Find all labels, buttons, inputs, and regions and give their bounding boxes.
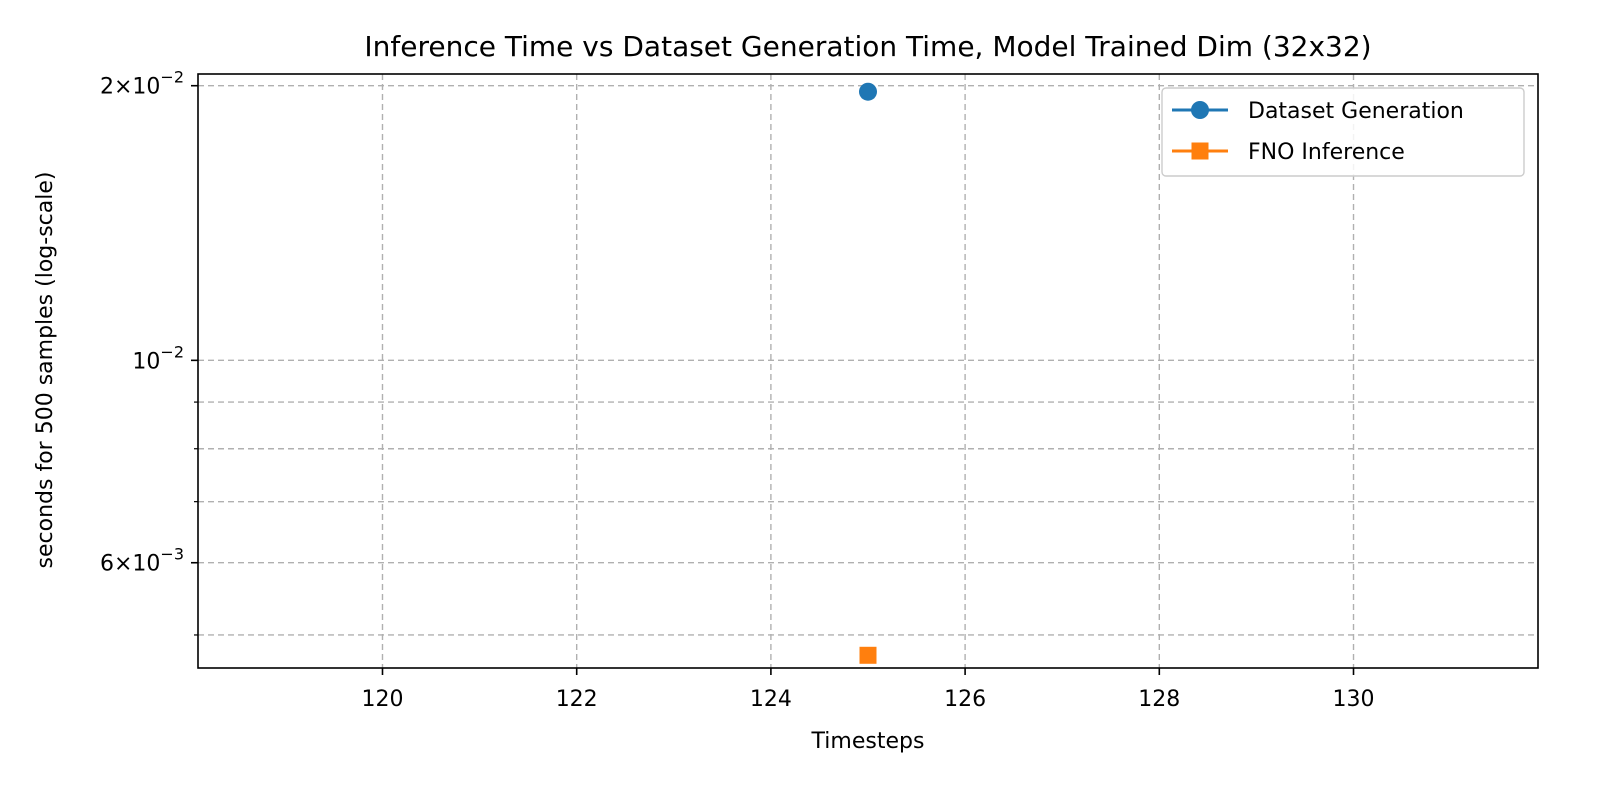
legend-marker — [1191, 142, 1209, 160]
x-tick-label: 128 — [1138, 687, 1180, 712]
chart-title: Inference Time vs Dataset Generation Tim… — [364, 30, 1371, 63]
y-tick-label-exponent: −2 — [160, 342, 184, 361]
x-tick-label: 120 — [361, 687, 403, 712]
x-tick-label: 126 — [944, 687, 986, 712]
legend: Dataset Generation FNO Inference — [1161, 87, 1525, 177]
y-tick-label-base: 10 — [132, 349, 160, 374]
y-tick-label: 10−2 — [132, 342, 184, 374]
legend-label: Dataset Generation — [1248, 99, 1464, 124]
y-tick-label: 2×10−2 — [100, 68, 184, 100]
legend-box — [1161, 87, 1525, 177]
y-tick-label-exponent: −3 — [160, 545, 184, 564]
plot-frame — [197, 73, 1539, 669]
legend-marker — [1191, 101, 1209, 119]
data-point — [859, 646, 877, 664]
x-tick-label: 124 — [750, 687, 792, 712]
legend-label: FNO Inference — [1248, 140, 1405, 165]
data-point — [859, 82, 877, 101]
y-tick-label-exponent: −2 — [160, 68, 184, 87]
x-axis-label: Timesteps — [811, 729, 925, 754]
y-tick-label-base: 6 — [100, 552, 114, 577]
x-tick-label: 130 — [1333, 687, 1375, 712]
data-marks — [859, 82, 877, 664]
x-tick-label: 122 — [556, 687, 598, 712]
y-axis-label: seconds for 500 samples (log-scale) — [33, 172, 58, 569]
y-tick-label-base: 2 — [100, 75, 114, 100]
y-tick-label: 6×10−3 — [100, 545, 184, 577]
